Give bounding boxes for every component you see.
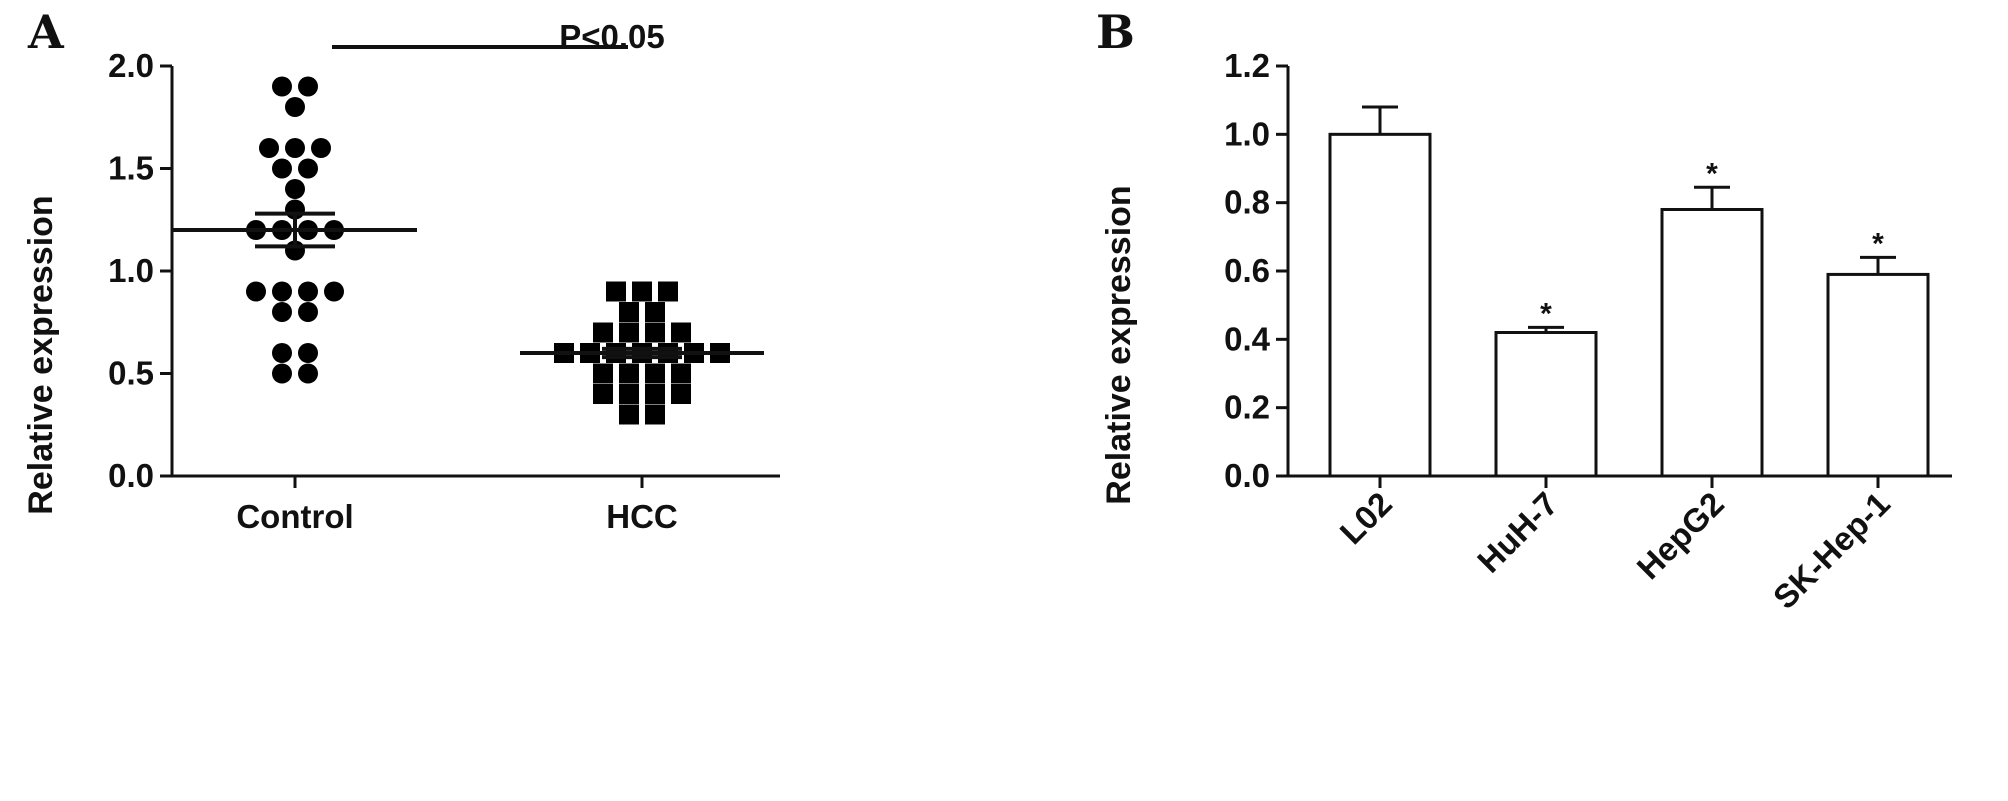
panel-a-point-control: [311, 138, 331, 158]
panel-a-point-control: [272, 363, 292, 384]
panel-a-point-control: [272, 158, 292, 179]
panel-b-bar-l02: [1328, 132, 1432, 478]
panel-a-point-hcc: [619, 302, 639, 322]
panel-b-significance-star: *: [1706, 157, 1718, 190]
panel-a-point-control: [324, 281, 344, 302]
panel-a-point-hcc: [645, 404, 665, 425]
panel-a-point-hcc: [593, 384, 613, 404]
panel-a-significance-label: P<0.05: [559, 18, 665, 55]
panel-a-y-axis-title: Relative expression: [22, 195, 60, 514]
panel-a-point-control: [285, 179, 305, 199]
panel-a-point-control: [285, 97, 305, 117]
panel-a-point-control: [272, 343, 292, 363]
panel-a-point-hcc: [645, 384, 665, 404]
panel-b-significance-star: *: [1540, 297, 1552, 330]
panel-b-category-label: L02: [1333, 485, 1399, 551]
panel-b-category-label: HepG2: [1630, 485, 1731, 586]
panel-b-y-tick-label: 0.4: [1224, 320, 1271, 357]
panel-b-y-tick-label: 1.2: [1224, 47, 1270, 84]
panel-a-point-control: [272, 76, 292, 97]
panel-b-letter: B: [1096, 5, 1135, 59]
panel-b-y-tick-label: 0.8: [1224, 184, 1270, 221]
panel-a-point-hcc: [593, 363, 613, 384]
panel-b-y-axis-title: Relative expression: [1100, 185, 1138, 504]
panel-a-point-hcc: [671, 363, 691, 384]
panel-a-scatter-chart: A Relative expression P<0.05 0.0 0.5 1.0 1.…: [22, 5, 780, 535]
panel-a-category-label: HCC: [606, 498, 678, 535]
panel-a-point-hcc: [645, 302, 665, 322]
panel-a-y-tick-label: 1.5: [108, 150, 154, 187]
panel-a-point-hcc: [593, 322, 613, 343]
panel-a-letter: A: [27, 5, 65, 59]
panel-b-bar-sk-hep-1: [1826, 272, 1930, 478]
panel-a-point-control: [272, 302, 292, 322]
panel-a-y-tick-label: 0.5: [108, 355, 154, 392]
panel-a-point-hcc: [645, 322, 665, 343]
panel-a-point-hcc: [671, 322, 691, 343]
panel-a-point-hcc: [632, 281, 652, 302]
panel-b-bar-hepg2: [1660, 208, 1764, 478]
panel-a-y-tick-label: 0.0: [108, 457, 154, 494]
panel-a-point-hcc: [671, 384, 691, 404]
panel-a-point-control: [298, 363, 318, 384]
panel-a-point-control: [298, 302, 318, 322]
panel-a-y-tick-label: 2.0: [108, 47, 154, 84]
panel-b-bar-huh-7: [1494, 331, 1598, 478]
panel-a-point-hcc: [619, 363, 639, 384]
panel-a-point-hcc: [606, 281, 626, 302]
panel-b-y-tick-label: 1.0: [1224, 115, 1270, 152]
panel-b-y-tick-label: 0.6: [1224, 252, 1270, 289]
panel-a-point-hcc: [619, 404, 639, 425]
panel-b-significance-star: *: [1872, 227, 1884, 260]
panel-a-point-control: [246, 281, 266, 302]
panel-a-category-label: Control: [236, 498, 353, 535]
panel-a-point-control: [298, 158, 318, 179]
panel-b-y-tick-label: 0.0: [1224, 457, 1270, 494]
panel-b-category-label: HuH-7: [1470, 485, 1565, 580]
panel-a-point-control: [285, 138, 305, 158]
panel-a-point-control: [298, 343, 318, 363]
panel-a-point-hcc: [645, 363, 665, 384]
panel-a-point-control: [298, 281, 318, 302]
panel-a-point-control: [259, 138, 279, 158]
panel-a-y-tick-label: 1.0: [108, 252, 154, 289]
panel-a-point-hcc: [619, 322, 639, 343]
panel-a-point-control: [298, 76, 318, 97]
panel-a-point-hcc: [658, 281, 678, 302]
panel-a-point-control: [272, 281, 292, 302]
panel-b-category-label: SK-Hep-1: [1766, 485, 1897, 616]
panel-b-bar-chart: B Relative expression 0.0 0.2 0.4 0.6 0.8 1.0…: [1096, 5, 1952, 616]
panel-a-point-hcc: [619, 384, 639, 404]
panel-b-y-tick-label: 0.2: [1224, 389, 1270, 426]
